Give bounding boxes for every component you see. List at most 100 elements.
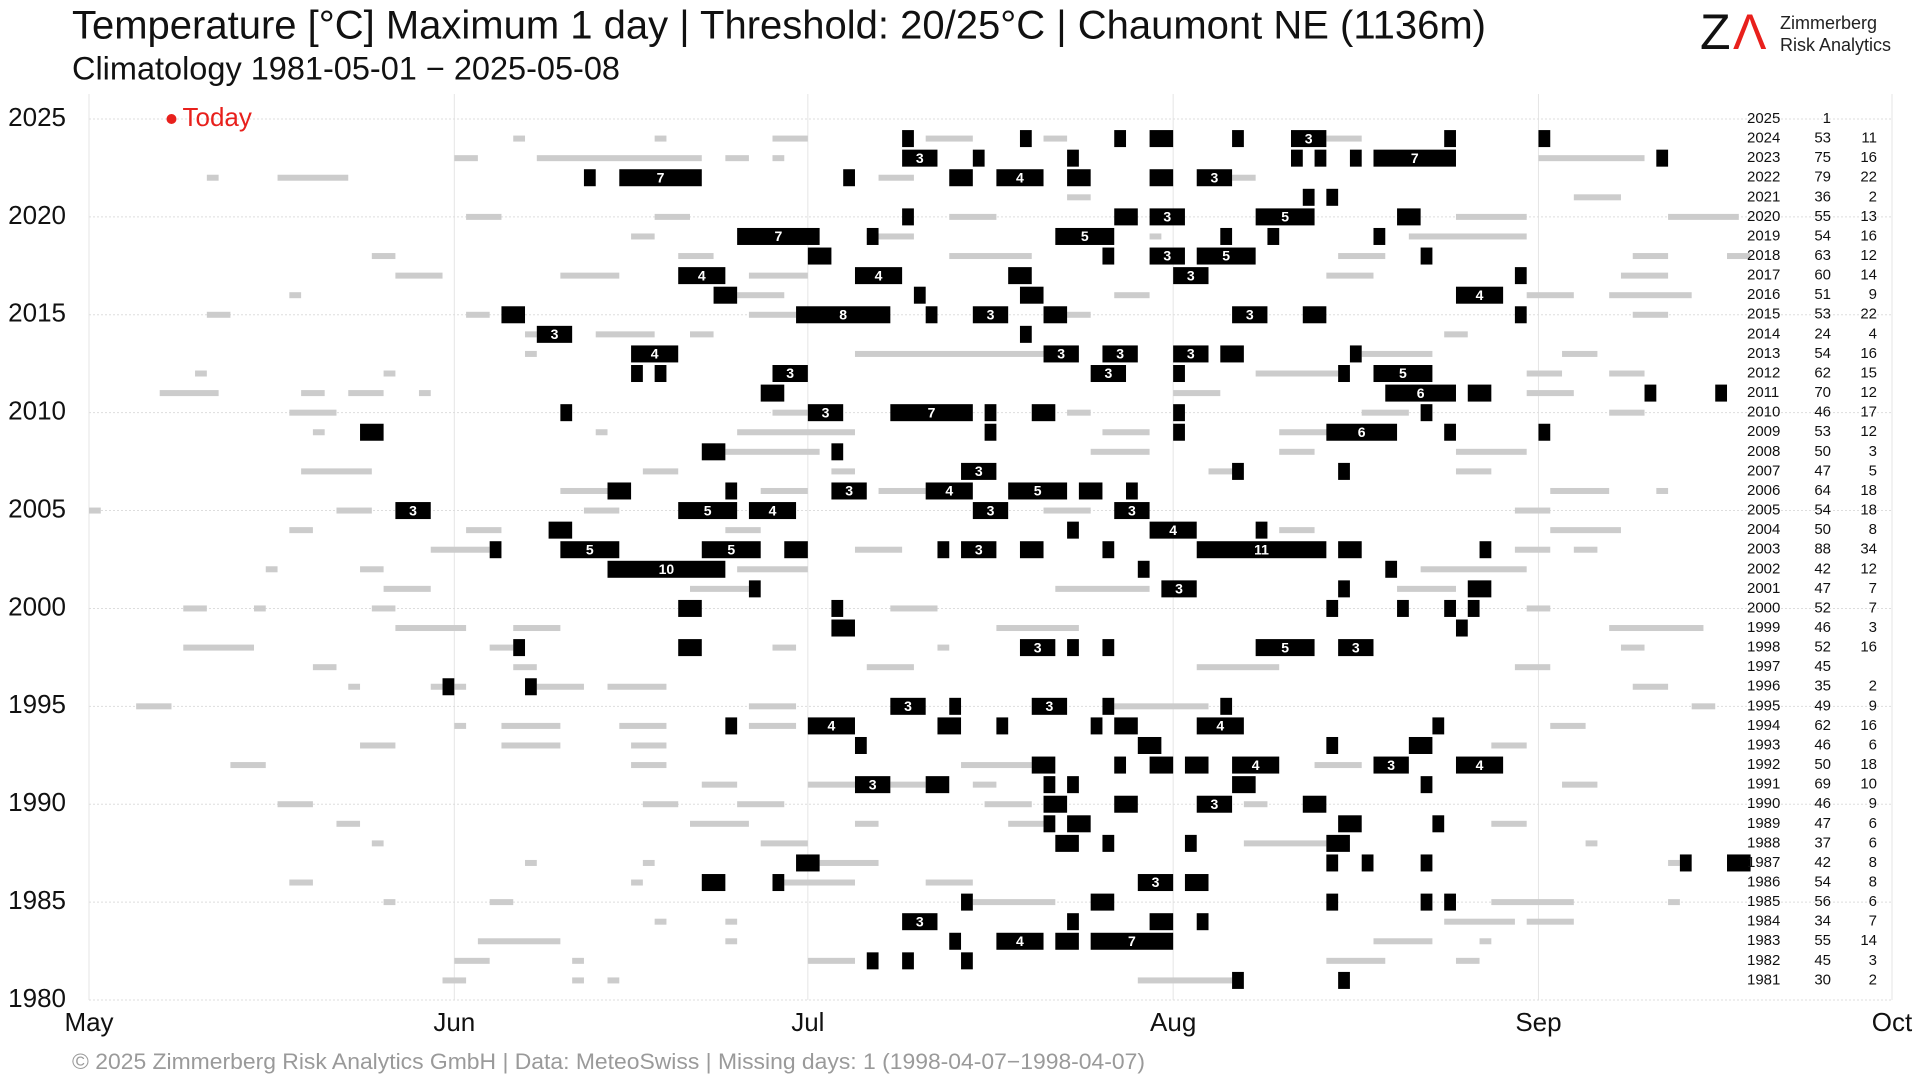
warm-bar <box>560 487 608 494</box>
hot-bar <box>772 874 785 892</box>
warm-bar <box>595 331 655 338</box>
logo-mark: Z <box>1700 4 1731 60</box>
hot-bar <box>1338 541 1362 559</box>
hot-bar <box>1055 834 1079 852</box>
row-year: 1988 <box>1747 834 1780 851</box>
warm-bar <box>1196 664 1280 671</box>
row-days-25: 8 <box>1869 521 1877 538</box>
warm-bar <box>1090 448 1150 455</box>
streak-label: 3 <box>1116 346 1124 362</box>
streak-label: 7 <box>1411 150 1419 166</box>
row-days-25: 6 <box>1869 736 1877 753</box>
hot-bar <box>1302 795 1327 813</box>
hot-bar <box>1137 874 1174 892</box>
streak-label: 3 <box>409 502 417 518</box>
warm-bar <box>725 448 820 455</box>
warm-bar <box>477 938 561 945</box>
warm-bar <box>466 527 502 534</box>
warm-bar <box>371 253 396 260</box>
hot-bar <box>913 286 926 304</box>
streak-label: 7 <box>657 169 665 185</box>
warm-bar <box>1609 370 1645 377</box>
row-days-20: 47 <box>1814 462 1831 479</box>
hot-bar <box>536 325 573 343</box>
hot-bar <box>1338 971 1350 989</box>
hot-bar <box>854 267 903 285</box>
hot-bar <box>1420 776 1433 794</box>
warm-bar <box>513 625 561 632</box>
hot-bar <box>1019 286 1044 304</box>
warm-bar <box>1444 918 1515 925</box>
hot-bar <box>1420 893 1433 911</box>
warm-bar <box>1326 272 1374 279</box>
y-tick-label: 2015 <box>8 298 66 328</box>
streak-label: 3 <box>1034 639 1042 655</box>
warm-bar <box>1397 585 1456 592</box>
row-year: 2002 <box>1747 560 1780 577</box>
warm-bar <box>383 370 396 377</box>
hot-bar <box>1397 599 1409 617</box>
hot-bar <box>1326 736 1339 754</box>
row-days-25: 6 <box>1869 834 1877 851</box>
hot-bar <box>1149 247 1185 265</box>
warm-bar <box>371 605 396 612</box>
streak-label: 5 <box>586 541 594 557</box>
hot-bar <box>1090 893 1115 911</box>
streak-label: 7 <box>928 404 936 420</box>
warm-bar <box>301 390 325 397</box>
hot-bar <box>760 384 785 402</box>
hot-bar <box>961 893 973 911</box>
streak-label: 5 <box>1222 248 1230 264</box>
hot-bar <box>1196 247 1256 265</box>
warm-bar <box>1550 722 1586 729</box>
y-tick-label: 1980 <box>8 983 66 1013</box>
row-days-25: 3 <box>1869 619 1877 636</box>
warm-bar <box>890 781 926 788</box>
warm-bar <box>642 859 655 866</box>
hot-bar <box>1444 423 1456 441</box>
warm-bar <box>642 468 679 475</box>
hot-bar <box>996 932 1044 950</box>
hot-bar <box>560 541 620 559</box>
warm-bar <box>748 311 797 318</box>
warm-bar <box>301 468 372 475</box>
hot-bar <box>1232 756 1280 774</box>
warm-bar <box>631 879 643 886</box>
warm-bar <box>1067 409 1091 416</box>
streak-label: 3 <box>551 326 559 342</box>
hot-bar <box>1102 345 1138 363</box>
hot-bar <box>1420 854 1433 872</box>
row-days-25: 10 <box>1860 776 1877 793</box>
hot-bar <box>890 697 926 715</box>
hot-bar <box>678 639 702 657</box>
hot-bar <box>902 952 914 970</box>
row-days-20: 51 <box>1814 286 1831 303</box>
row-year: 2016 <box>1747 286 1780 303</box>
row-days-20: 36 <box>1814 188 1831 205</box>
streak-label: 3 <box>1128 502 1136 518</box>
hot-bar <box>1326 834 1350 852</box>
hot-bar <box>1114 130 1127 148</box>
row-days-20: 47 <box>1814 580 1831 597</box>
streak-label: 5 <box>1081 228 1089 244</box>
row-days-25: 18 <box>1860 756 1877 773</box>
hot-bar <box>1102 247 1115 265</box>
row-days-20: 63 <box>1814 247 1831 264</box>
warm-bar <box>383 899 396 906</box>
warm-bar <box>866 233 914 240</box>
streak-label: 5 <box>1399 365 1407 381</box>
row-year: 2014 <box>1747 325 1780 342</box>
warm-bar <box>737 292 785 299</box>
warm-bar <box>289 879 313 886</box>
warm-bar <box>89 507 101 514</box>
hot-bar <box>1149 130 1174 148</box>
warm-bar <box>725 527 761 534</box>
row-year: 2018 <box>1747 247 1780 264</box>
row-days-25: 2 <box>1869 188 1877 205</box>
streak-label: 3 <box>1211 169 1219 185</box>
hot-bar <box>607 482 632 500</box>
warm-bar <box>1514 507 1551 514</box>
row-year: 2010 <box>1747 404 1780 421</box>
warm-bar <box>1444 331 1468 338</box>
hot-bar <box>1173 267 1209 285</box>
